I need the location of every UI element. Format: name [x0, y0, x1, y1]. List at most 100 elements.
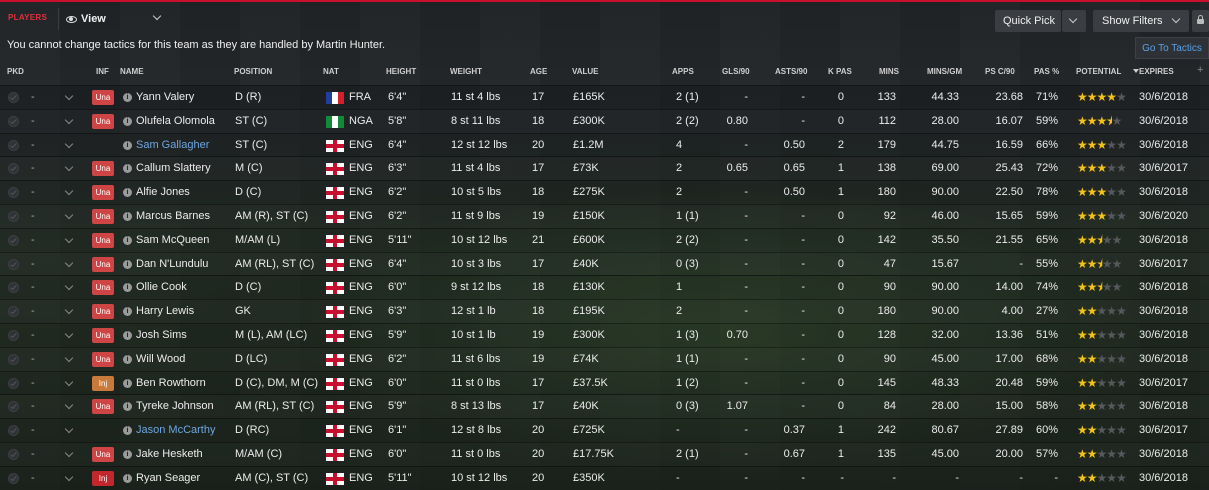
select-check-icon[interactable] — [8, 234, 19, 246]
info-icon[interactable]: i — [123, 402, 132, 412]
select-check-icon[interactable] — [8, 353, 19, 365]
header-psc90[interactable]: PS C/90 — [985, 67, 1015, 76]
table-row[interactable]: Una i - Callum Slattery M (C) ENG 6'3" 11 st 4 … — [0, 156, 1209, 181]
status-badge[interactable]: Una — [92, 328, 114, 343]
header-position[interactable]: POSITION — [234, 67, 273, 76]
cell-name[interactable]: Sam Gallagher — [136, 138, 210, 151]
cell-name[interactable]: Sam McQueen — [136, 233, 210, 246]
info-icon[interactable]: i — [123, 307, 132, 317]
table-row[interactable]: Inj i - Ben Rowthorn D (C), DM, M (C) ENG 6'0"… — [0, 370, 1209, 395]
row-menu-chevron-icon[interactable] — [64, 329, 74, 339]
header-potential[interactable]: POTENTIAL — [1076, 67, 1122, 76]
table-row[interactable]: Una i - Jake Hesketh M/AM (C) ENG 6'0" 11 st 0 … — [0, 442, 1209, 466]
row-menu-chevron-icon[interactable] — [64, 377, 74, 386]
row-menu-chevron-icon[interactable] — [64, 139, 74, 148]
add-column-icon[interactable]: + — [1197, 64, 1204, 76]
cell-name[interactable]: Jason McCarthy — [136, 424, 216, 437]
select-check-icon[interactable] — [8, 258, 19, 270]
table-row[interactable]: Una i - Ollie Cook D (C) ENG 6'0" 9 st 12 lbs 18… — [0, 275, 1209, 300]
status-badge[interactable]: Una — [92, 209, 114, 224]
status-badge[interactable]: Una — [92, 113, 114, 129]
row-menu-chevron-icon[interactable] — [64, 210, 74, 220]
status-badge[interactable]: Una — [92, 304, 114, 320]
header-age[interactable]: AGE — [530, 67, 548, 76]
select-check-icon[interactable] — [8, 330, 19, 341]
row-menu-chevron-icon[interactable] — [64, 186, 74, 196]
row-menu-chevron-icon[interactable] — [64, 401, 74, 410]
cell-name[interactable]: Will Wood — [136, 352, 186, 365]
lock-button[interactable] — [1192, 10, 1209, 32]
cell-name[interactable]: Ollie Cook — [136, 281, 187, 294]
cell-name[interactable]: Marcus Barnes — [136, 210, 210, 222]
select-check-icon[interactable] — [8, 472, 19, 484]
select-check-icon[interactable] — [8, 187, 19, 199]
info-icon[interactable]: i — [123, 235, 132, 245]
status-badge[interactable]: Una — [92, 256, 114, 272]
status-badge[interactable]: Inj — [92, 375, 114, 391]
info-icon[interactable]: i — [123, 140, 132, 150]
select-check-icon[interactable] — [8, 163, 19, 175]
cell-name[interactable]: Dan N'Lundulu — [136, 257, 209, 270]
header-apps[interactable]: APPS — [672, 67, 694, 76]
status-badge[interactable]: Una — [92, 185, 114, 201]
header-value[interactable]: VALUE — [572, 67, 599, 76]
cell-name[interactable]: Tyreke Johnson — [136, 400, 214, 413]
table-row[interactable]: Una i - Tyreke Johnson AM (RL), ST (C) ENG 5'9… — [0, 394, 1209, 419]
table-row[interactable]: Una i - Alfie Jones D (C) ENG 6'2" 10 st 5 lbs 1… — [0, 180, 1209, 205]
table-row[interactable]: Una i - Yann Valery D (R) FRA 6'4" 11 st 4 lbs 1… — [0, 85, 1209, 109]
status-badge[interactable]: Una — [92, 399, 114, 415]
info-icon[interactable]: i — [123, 164, 132, 174]
table-row[interactable]: Una i - Josh Sims M (L), AM (LC) ENG 5'9" 10 st… — [0, 323, 1209, 347]
row-menu-chevron-icon[interactable] — [64, 91, 74, 101]
row-menu-chevron-icon[interactable] — [64, 115, 74, 125]
cell-name[interactable]: Harry Lewis — [136, 305, 195, 318]
info-icon[interactable]: i — [123, 354, 132, 364]
status-badge[interactable]: Una — [92, 232, 114, 248]
row-menu-chevron-icon[interactable] — [64, 258, 74, 267]
cell-name[interactable]: Ryan Seager — [136, 471, 201, 484]
table-row[interactable]: Una i - Olufela Olomola ST (C) NGA 5'8" 8 st 11… — [0, 108, 1209, 133]
cell-name[interactable]: Josh Sims — [136, 329, 187, 341]
status-badge[interactable]: Una — [92, 90, 114, 105]
row-menu-chevron-icon[interactable] — [64, 424, 74, 434]
info-icon[interactable]: i — [123, 116, 132, 126]
header-height[interactable]: HEIGHT — [386, 67, 417, 76]
select-check-icon[interactable] — [8, 115, 19, 127]
row-menu-chevron-icon[interactable] — [64, 448, 74, 458]
info-icon[interactable]: i — [123, 212, 132, 221]
cell-name[interactable]: Ben Rowthorn — [136, 376, 206, 389]
header-mins[interactable]: MINS — [879, 67, 899, 76]
table-row[interactable]: i - Sam Gallagher ST (C) ENG 6'4" 12 st 12 lbs… — [0, 132, 1209, 157]
select-check-icon[interactable] — [8, 449, 19, 460]
status-badge[interactable]: Inj — [92, 470, 114, 486]
row-menu-chevron-icon[interactable] — [64, 305, 74, 315]
info-icon[interactable]: i — [123, 283, 132, 293]
row-menu-chevron-icon[interactable] — [64, 234, 74, 244]
quick-pick-button[interactable]: Quick Pick — [995, 10, 1061, 32]
header-pasp[interactable]: PAS % — [1034, 67, 1060, 76]
row-menu-chevron-icon[interactable] — [64, 282, 74, 291]
status-badge[interactable]: Una — [92, 447, 114, 462]
header-pkd[interactable]: PKD — [7, 67, 24, 76]
header-name[interactable]: NAME — [120, 67, 144, 76]
status-badge[interactable]: Una — [92, 280, 114, 296]
info-icon[interactable]: i — [123, 473, 132, 483]
table-row[interactable]: Una i - Harry Lewis GK ENG 6'3" 12 st 1 lb 18 £19… — [0, 299, 1209, 324]
status-badge[interactable]: Una — [92, 161, 114, 177]
select-check-icon[interactable] — [8, 282, 19, 294]
select-check-icon[interactable] — [8, 425, 19, 437]
table-row[interactable]: Una i - Sam McQueen M/AM (L) ENG 5'11" 10 st 12… — [0, 227, 1209, 252]
select-check-icon[interactable] — [8, 377, 19, 389]
header-minsgm[interactable]: MINS/GM — [927, 67, 963, 76]
status-badge[interactable]: Una — [92, 351, 114, 367]
table-row[interactable]: Inj i - Ryan Seager AM (C), ST (C) ENG 5'11" 10… — [0, 465, 1209, 490]
info-icon[interactable]: i — [123, 259, 132, 269]
info-icon[interactable]: i — [123, 331, 132, 340]
cell-name[interactable]: Olufela Olomola — [136, 114, 215, 127]
cell-name[interactable]: Yann Valery — [136, 91, 195, 103]
header-gls90[interactable]: GLS/90 — [722, 67, 750, 76]
info-icon[interactable]: i — [123, 188, 132, 198]
table-row[interactable]: Una i - Will Wood D (LC) ENG 6'2" 11 st 6 lbs 19… — [0, 346, 1209, 371]
table-row[interactable]: Una i - Marcus Barnes AM (R), ST (C) ENG 6'2" 1… — [0, 204, 1209, 228]
row-menu-chevron-icon[interactable] — [64, 472, 74, 482]
